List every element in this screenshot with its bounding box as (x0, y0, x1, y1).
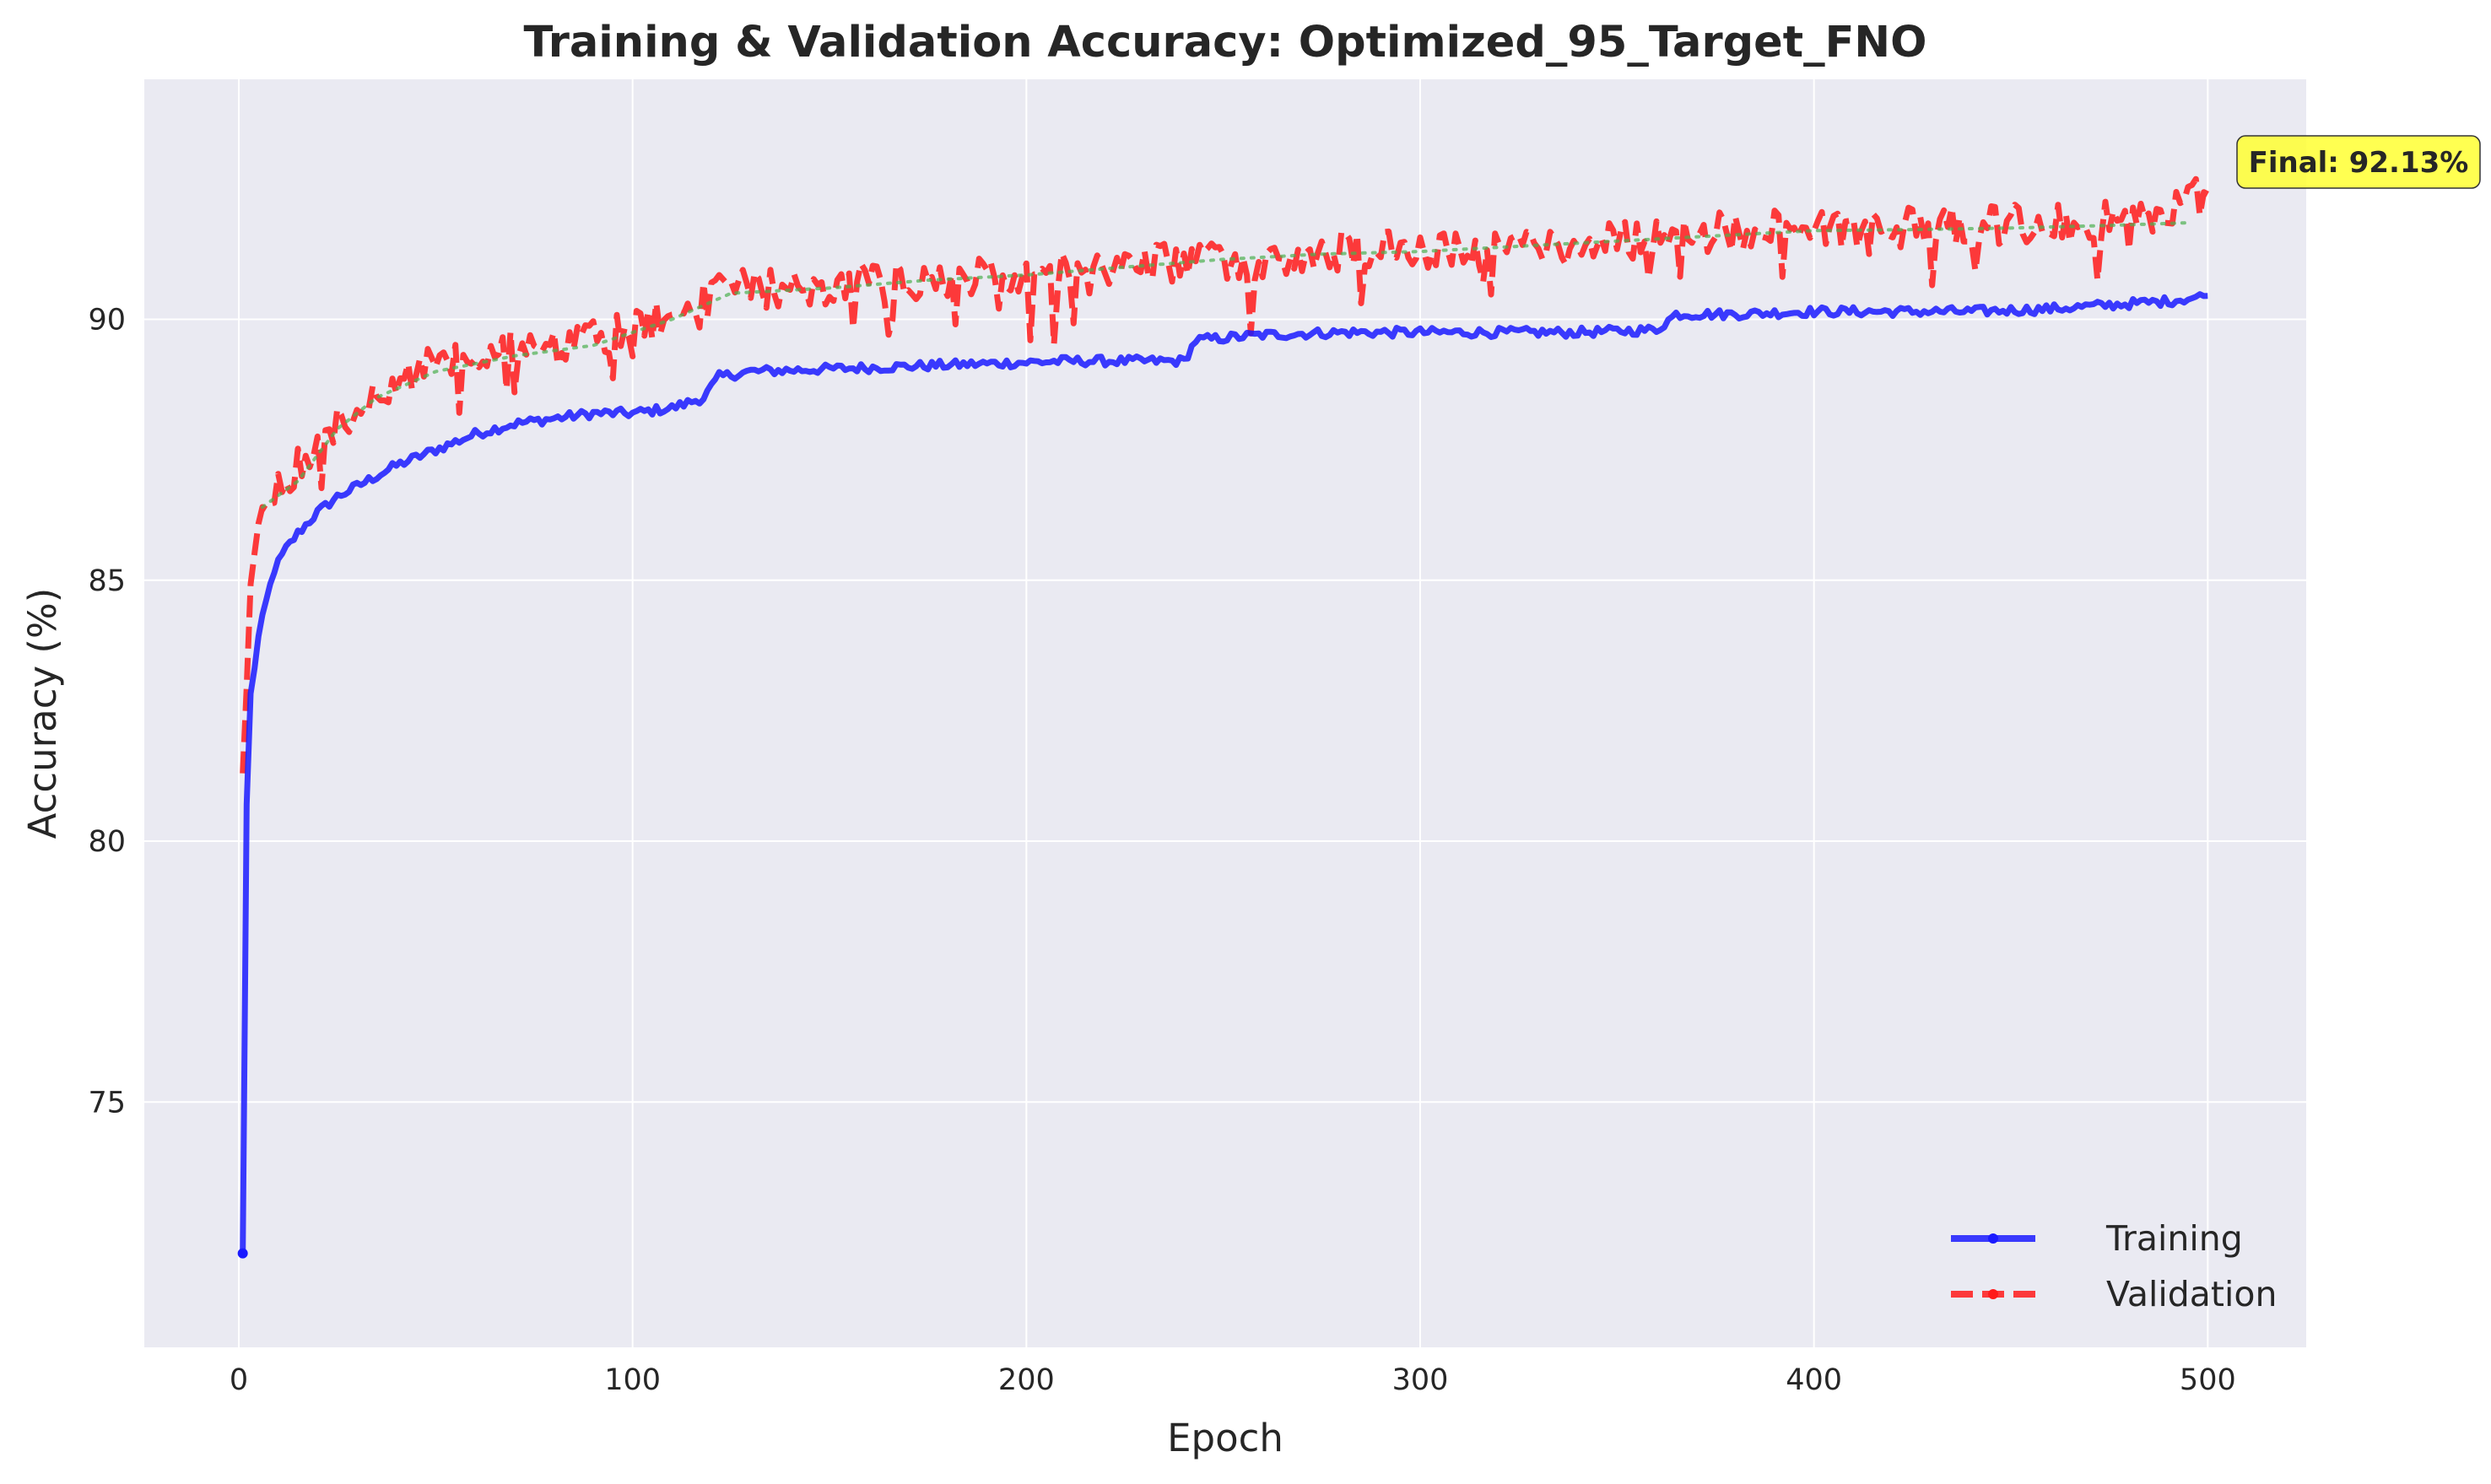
grid-lines (144, 79, 2306, 1347)
y-tick-label: 90 (88, 304, 126, 337)
series-line-training (240, 291, 2208, 1254)
legend-marker-validation (1988, 1289, 1998, 1299)
y-tick-label: 80 (88, 825, 126, 859)
training-start-marker (237, 1248, 248, 1259)
plot-area (144, 79, 2306, 1347)
legend-marker-training (1988, 1233, 1998, 1244)
y-tick-label: 75 (88, 1086, 126, 1120)
x-tick-label: 400 (1786, 1363, 1842, 1397)
annotation-box (2236, 135, 2481, 189)
y-tick-label: 85 (88, 564, 126, 598)
x-tick-label: 0 (230, 1363, 248, 1397)
x-tick-label: 300 (1392, 1363, 1449, 1397)
chart-title: Training & Validation Accuracy: Optimize… (524, 18, 1927, 67)
final-accuracy-annotation: Final: 92.13% (2236, 135, 2481, 189)
legend-label-validation: Validation (2106, 1274, 2277, 1314)
x-tick-label: 100 (604, 1363, 661, 1397)
x-axis-label: Epoch (1167, 1416, 1283, 1460)
series-lines (237, 175, 2209, 1259)
series-line-trend (261, 221, 2190, 510)
tick-labels: 0 100 200 300 400 500 75 80 85 90 (88, 304, 2235, 1397)
legend: Training Validation (1951, 1218, 2277, 1314)
x-tick-label: 500 (2180, 1363, 2236, 1397)
y-axis-label: Accuracy (%) (20, 588, 65, 839)
x-tick-label: 200 (998, 1363, 1055, 1397)
legend-label-training: Training (2105, 1218, 2243, 1259)
annotation-text: Final: 92.13% (2249, 146, 2469, 180)
